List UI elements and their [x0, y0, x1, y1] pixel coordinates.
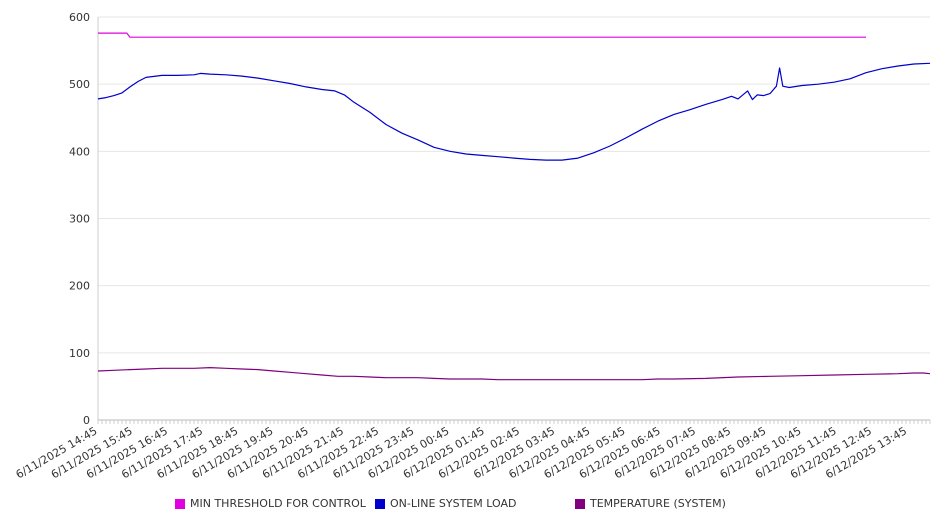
- legend-swatch-min-threshold: [175, 498, 185, 509]
- legend-label-temperature: TEMPERATURE (SYSTEM): [590, 497, 726, 510]
- y-axis: 0 100 200 300 400 500 600: [69, 11, 99, 427]
- legend-swatch-system-load: [375, 498, 385, 509]
- y-tick-label: 200: [69, 280, 90, 293]
- legend-item-system-load[interactable]: ON-LINE SYSTEM LOAD: [375, 497, 516, 510]
- legend-label-min-threshold: MIN THRESHOLD FOR CONTROL: [190, 497, 366, 510]
- series-lines: [97, 32, 931, 381]
- y-tick-label: 300: [69, 213, 90, 226]
- y-tick-label: 400: [69, 145, 90, 158]
- legend: MIN THRESHOLD FOR CONTROL ON-LINE SYSTEM…: [0, 497, 946, 515]
- legend-swatch-temperature: [575, 498, 585, 509]
- gridlines: [98, 16, 930, 421]
- x-axis: 6/11/2025 14:456/11/2025 15:456/11/2025 …: [14, 419, 931, 481]
- y-tick-label: 0: [83, 414, 90, 427]
- legend-label-system-load: ON-LINE SYSTEM LOAD: [390, 497, 517, 510]
- line-chart: 0 100 200 300 400 500 600 6/11/2025 14:456/11/…: [14, 11, 931, 481]
- series-line-temperature: [97, 367, 931, 381]
- series-line-min-threshold: [98, 32, 866, 38]
- y-tick-label: 100: [69, 347, 90, 360]
- legend-item-min-threshold[interactable]: MIN THRESHOLD FOR CONTROL: [175, 497, 366, 510]
- legend-item-temperature[interactable]: TEMPERATURE (SYSTEM): [575, 497, 726, 510]
- series-line-system-load: [97, 62, 931, 161]
- y-tick-label: 500: [69, 78, 90, 91]
- y-tick-label: 600: [69, 11, 90, 24]
